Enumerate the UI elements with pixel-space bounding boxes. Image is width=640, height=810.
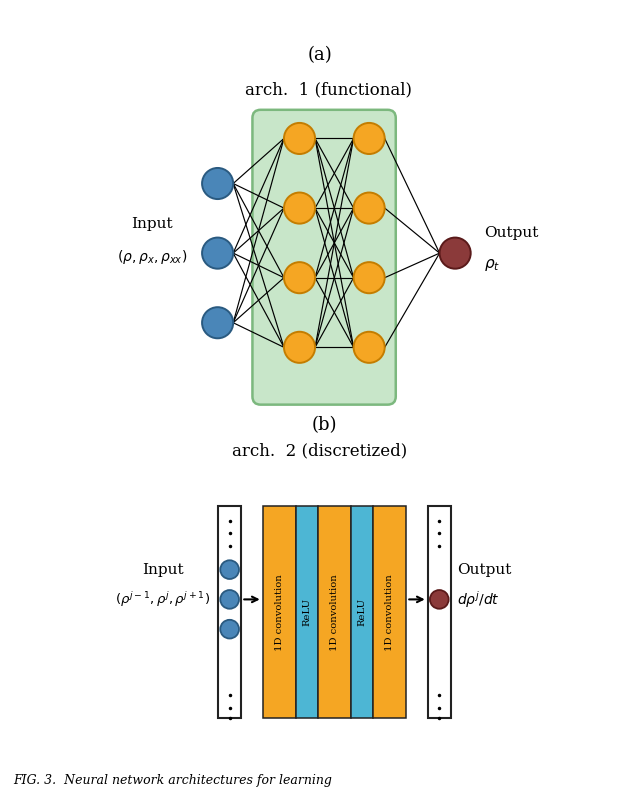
Bar <box>318 505 351 718</box>
Text: (b): (b) <box>311 416 337 434</box>
Ellipse shape <box>284 193 315 224</box>
Text: 1D convolution: 1D convolution <box>275 573 284 650</box>
Text: Input: Input <box>131 217 173 232</box>
Ellipse shape <box>284 332 315 363</box>
Text: ReLU: ReLU <box>302 598 311 626</box>
Ellipse shape <box>440 237 470 269</box>
Text: ReLU: ReLU <box>358 598 367 626</box>
Text: $\rho_t$: $\rho_t$ <box>484 258 500 274</box>
Ellipse shape <box>353 262 385 293</box>
Ellipse shape <box>353 332 385 363</box>
Text: $d\rho^j/dt$: $d\rho^j/dt$ <box>458 589 500 610</box>
Ellipse shape <box>220 590 239 609</box>
Text: arch.  1 (functional): arch. 1 (functional) <box>244 81 412 98</box>
Ellipse shape <box>353 193 385 224</box>
Ellipse shape <box>220 561 239 579</box>
Bar <box>373 505 406 718</box>
Ellipse shape <box>202 168 233 199</box>
Ellipse shape <box>284 123 315 154</box>
Bar <box>296 505 318 718</box>
Ellipse shape <box>220 620 239 638</box>
Text: 1D convolution: 1D convolution <box>330 573 339 650</box>
Text: 1D convolution: 1D convolution <box>385 573 394 650</box>
Ellipse shape <box>202 307 233 339</box>
Ellipse shape <box>284 262 315 293</box>
FancyBboxPatch shape <box>252 110 396 405</box>
Bar <box>428 505 451 718</box>
Ellipse shape <box>353 123 385 154</box>
Text: $(\rho^{j-1}, \rho^j, \rho^{j+1})$: $(\rho^{j-1}, \rho^j, \rho^{j+1})$ <box>115 590 210 609</box>
Bar <box>351 505 373 718</box>
Text: $(\rho, \rho_x, \rho_{xx})$: $(\rho, \rho_x, \rho_{xx})$ <box>117 248 188 266</box>
Bar <box>218 505 241 718</box>
Text: arch.  2 (discretized): arch. 2 (discretized) <box>232 442 408 459</box>
Text: FIG. 3.  Neural network architectures for learning: FIG. 3. Neural network architectures for… <box>13 774 332 787</box>
Text: (a): (a) <box>308 46 332 65</box>
Ellipse shape <box>202 237 233 269</box>
Ellipse shape <box>430 590 449 609</box>
Bar <box>262 505 296 718</box>
Text: Output: Output <box>458 563 512 577</box>
Text: Output: Output <box>484 226 538 240</box>
Text: Input: Input <box>142 563 184 577</box>
